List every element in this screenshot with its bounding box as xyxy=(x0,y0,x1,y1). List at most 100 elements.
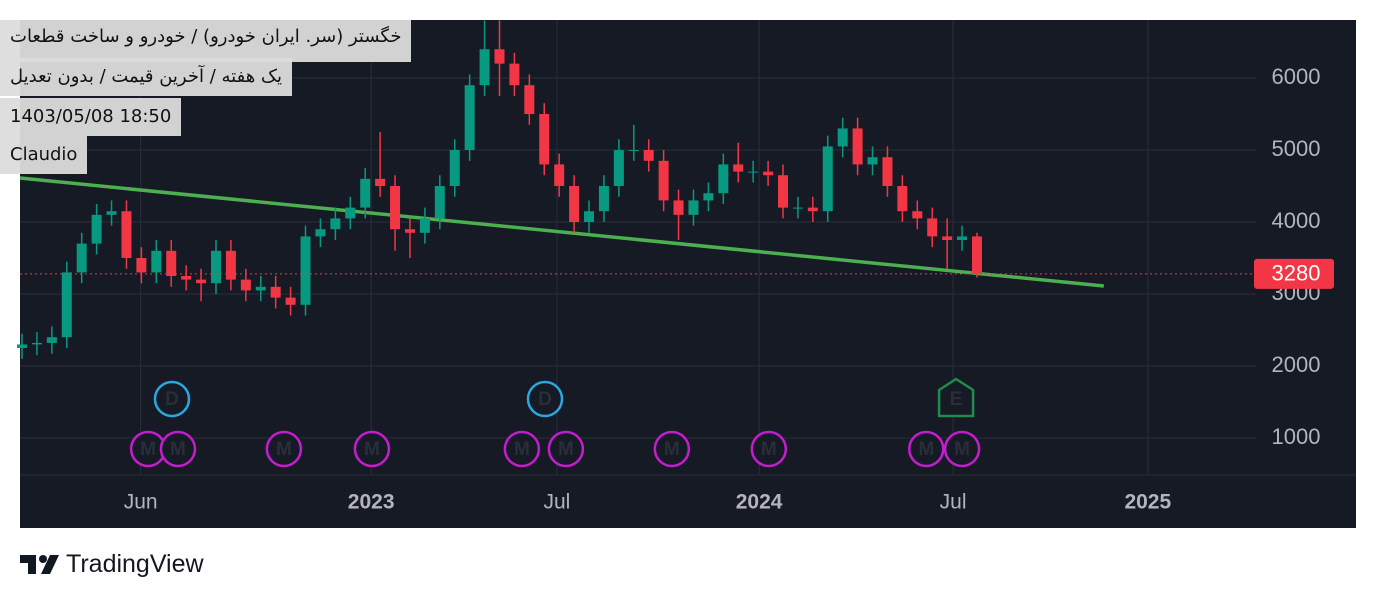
event-label: M xyxy=(954,439,970,460)
candle-body xyxy=(554,164,565,187)
candle-body xyxy=(240,279,251,291)
candle-body xyxy=(494,49,505,64)
legend-subtitle: یک هفته / آخرین قیمت / بدون تعدیل xyxy=(0,58,293,96)
event-label: M xyxy=(276,439,292,460)
event-marker xyxy=(159,430,197,468)
candle-body xyxy=(210,250,221,284)
candle-body xyxy=(91,214,102,244)
candle-body xyxy=(748,171,759,173)
candle-body xyxy=(628,150,639,152)
candle-body xyxy=(76,243,87,273)
candle-body xyxy=(927,218,938,237)
candle-body xyxy=(569,186,580,223)
candle-body xyxy=(703,193,714,201)
event-marker xyxy=(526,380,564,418)
candle-body xyxy=(957,236,968,241)
candle-body xyxy=(225,250,236,280)
candle-body xyxy=(434,186,445,219)
candle-body xyxy=(270,286,281,298)
brand: TradingView xyxy=(66,550,204,578)
legend-author: Claudio xyxy=(0,136,88,174)
candle-body xyxy=(598,186,609,212)
event-marker xyxy=(153,380,191,418)
candle-body xyxy=(897,186,908,212)
candle-body xyxy=(300,236,311,305)
event-label: M xyxy=(761,439,777,460)
candle-body xyxy=(524,85,535,115)
event-marker xyxy=(907,430,945,468)
x-tick-label: 2023 xyxy=(348,491,395,514)
event-marker xyxy=(750,430,788,468)
candle-body xyxy=(733,164,744,172)
event-label: M xyxy=(558,439,574,460)
candle-body xyxy=(136,258,147,273)
candle-body xyxy=(777,175,788,208)
event-marker xyxy=(547,430,585,468)
candle-body xyxy=(658,160,669,201)
candle-body xyxy=(464,85,475,151)
candle-body xyxy=(942,236,953,241)
event-marker xyxy=(653,430,691,468)
x-tick-label: 2025 xyxy=(1124,491,1171,514)
candle-body xyxy=(479,49,490,86)
candle-body xyxy=(196,279,207,284)
candle-body xyxy=(837,128,848,147)
candle-body xyxy=(106,211,117,215)
event-label: M xyxy=(140,439,156,460)
candle-body xyxy=(509,63,520,86)
candle-body xyxy=(718,164,729,194)
x-tick-label: Jun xyxy=(124,491,158,514)
event-label: D xyxy=(165,389,179,410)
candle-body xyxy=(912,211,923,219)
y-tick-label: 5000 xyxy=(1272,136,1321,161)
x-tick-label: Jul xyxy=(544,491,571,514)
y-tick-label: 2000 xyxy=(1272,352,1321,377)
candle-body xyxy=(360,178,371,208)
y-tick-label: 4000 xyxy=(1272,208,1321,233)
event-marker xyxy=(943,430,981,468)
candle-body xyxy=(404,229,415,233)
last-price-label: 3280 xyxy=(1272,261,1321,286)
y-tick-label: 6000 xyxy=(1272,64,1321,89)
candle-body xyxy=(121,211,132,259)
candle-body xyxy=(673,200,684,215)
candle-body xyxy=(539,114,550,165)
candle-body xyxy=(285,297,296,305)
candle-body xyxy=(255,286,266,291)
event-label: M xyxy=(664,439,680,460)
legend-date: 1403/05/08 18:50 xyxy=(0,98,182,136)
candle-body xyxy=(613,150,624,187)
event-marker xyxy=(265,430,303,468)
candle-body xyxy=(151,250,162,273)
candle-body xyxy=(345,207,356,219)
y-tick-label: 1000 xyxy=(1272,424,1321,449)
candle-body xyxy=(166,250,177,277)
candle-body xyxy=(181,276,192,280)
candle-body xyxy=(390,186,401,230)
candle-body xyxy=(17,344,28,349)
candle-body xyxy=(763,171,774,176)
event-label: M xyxy=(170,439,186,460)
candle-body xyxy=(375,178,386,187)
event-label: M xyxy=(514,439,530,460)
trendline xyxy=(19,176,1104,288)
candle-body xyxy=(584,211,595,223)
x-tick-label: Jul xyxy=(940,491,967,514)
candle-body xyxy=(867,157,878,165)
x-tick-label: 2024 xyxy=(736,491,783,514)
candle-body xyxy=(419,218,430,233)
candle-body xyxy=(643,150,654,161)
event-label: M xyxy=(918,439,934,460)
candle-body xyxy=(882,157,893,187)
event-marker xyxy=(937,377,975,418)
event-marker xyxy=(353,430,391,468)
candle-body xyxy=(31,342,42,345)
candle-body xyxy=(822,146,833,212)
candle-body xyxy=(46,337,57,343)
event-label: E xyxy=(950,389,963,410)
candle-body xyxy=(971,236,982,274)
candle-body xyxy=(449,150,460,187)
event-label: D xyxy=(538,389,552,410)
